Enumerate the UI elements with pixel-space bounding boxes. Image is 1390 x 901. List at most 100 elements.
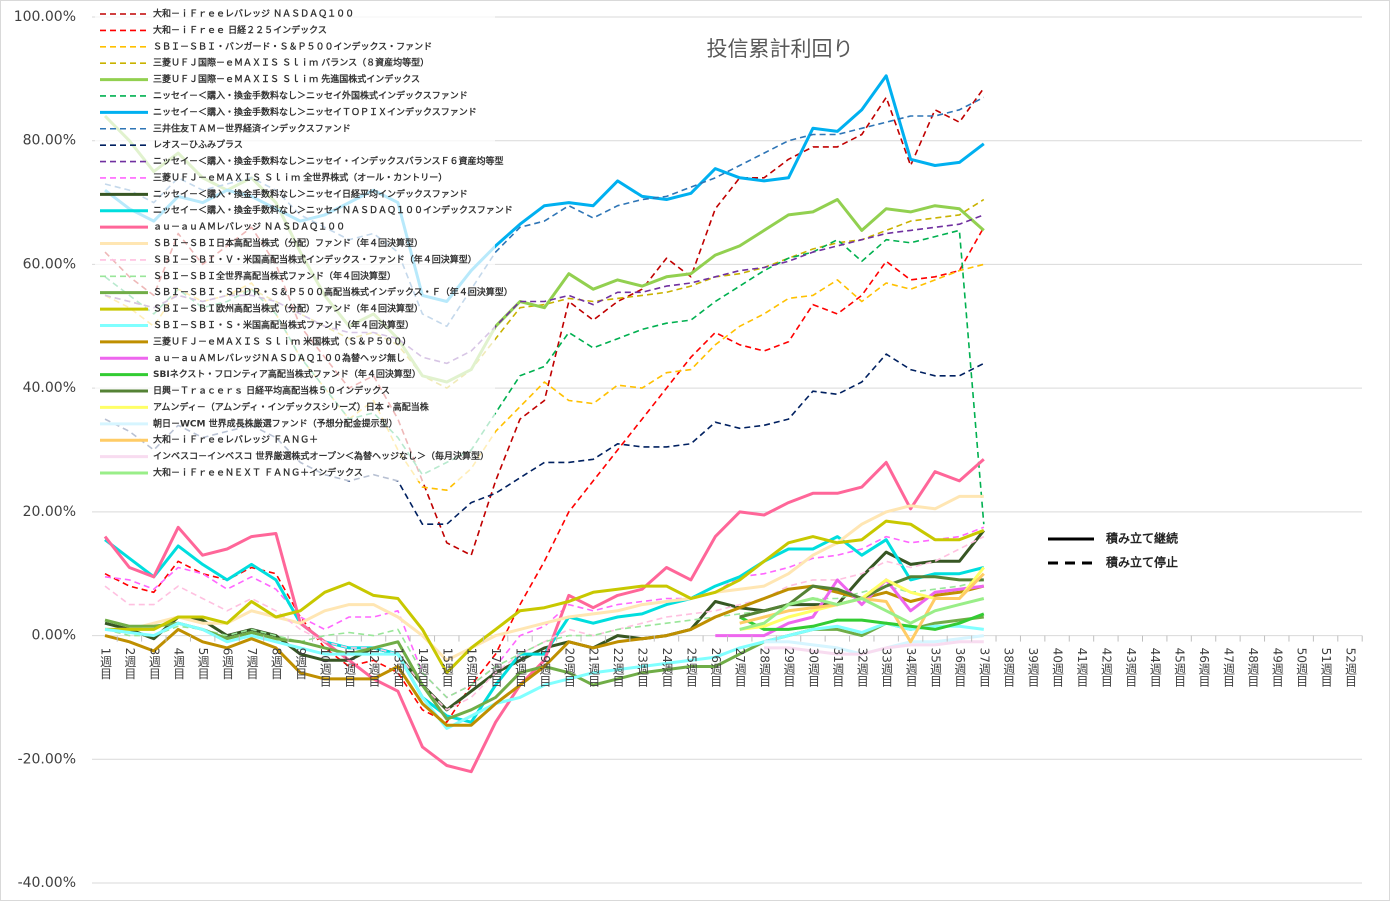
y-tick-label: 40.00%	[23, 380, 76, 396]
x-tick-label: 1週目	[99, 648, 113, 680]
x-tick-label: 12週目	[367, 648, 381, 687]
legend-label: 三菱ＵＦＪ－ｅＭＡＸＩＳ Ｓｌｉｍ 米国株式（Ｓ＆Ｐ５００）	[153, 335, 411, 347]
legend-label: ニッセイ－＜購入・換金手数料なし＞ニッセイ日経平均インデックスファンド	[153, 188, 468, 200]
y-tick-label: -40.00%	[18, 875, 76, 891]
legend-label: ニッセイ－＜購入・換金手数料なし＞ニッセイ・インデックスバランスＦ６資産均等型	[153, 155, 504, 167]
legend-label: 大和－ｉＦｒｅｅレバレッジ ＮＡＳＤＡＱ１００	[153, 8, 354, 20]
x-tick-label: 46週目	[1197, 648, 1211, 687]
legend-label: 朝日－WCM 世界成長株厳選ファンド（予想分配金提示型）	[153, 417, 398, 429]
x-tick-label: 45週目	[1173, 648, 1187, 687]
x-tick-label: 42週目	[1099, 648, 1113, 687]
style-legend-label: 積み立て停止	[1105, 555, 1178, 570]
series-line	[104, 526, 985, 699]
x-tick-label: 7週目	[245, 648, 259, 680]
legend-label: 三井住友ＴＡＭ－世界経済インデックスファンド	[153, 122, 351, 134]
x-tick-label: 49週目	[1270, 648, 1284, 687]
x-tick-label: 8週目	[269, 648, 283, 680]
x-tick-label: 28週目	[758, 648, 772, 687]
legend-label: ＳＢＩ－ＳＢＩ・Ｖ・米国高配当株式インデックス・ファンド（年４回決算型）	[153, 253, 477, 265]
series-line	[104, 584, 985, 727]
legend-label: 三菱ＵＦＪ－ｅＭＡＸＩＳ Ｓｌｉｍ 全世界株式（オール・カントリー）	[153, 171, 447, 183]
y-tick-label: -20.00%	[18, 751, 76, 767]
x-tick-label: 36週目	[953, 648, 967, 687]
legend-background	[95, 5, 495, 481]
x-tick-label: 3週目	[147, 648, 161, 680]
legend-label: ニッセイ－＜購入・換金手数料なし＞ニッセイ外国株式インデックスファンド	[153, 89, 468, 101]
x-tick-label: 11週目	[343, 648, 357, 687]
x-tick-label: 16週目	[465, 648, 479, 687]
x-tick-label: 51週目	[1319, 648, 1333, 687]
series-line	[103, 458, 985, 774]
legend-label: ＳＢＩ－ＳＢＩ日本高配当株式（分配）ファンド（年４回決算型）	[153, 237, 423, 249]
series-line	[739, 597, 985, 631]
y-tick-label: 60.00%	[23, 256, 76, 272]
legend-label: インベスコ－インベスコ 世界厳選株式オープン＜為替ヘッジなし＞（毎月決算型）	[153, 450, 489, 462]
x-tick-label: 25週目	[684, 648, 698, 687]
series-line	[764, 640, 984, 656]
y-tick-label: 100.00%	[14, 9, 76, 25]
series-line	[739, 612, 985, 631]
legend-label: ＳＢＩ－ＳＢＩ・Ｓ・米国高配当株式ファンド（年４回決算型）	[153, 319, 414, 331]
legend-label: ＳＢＩ－ＳＢＩ欧州高配当株式（分配）ファンド（年４回決算型）	[153, 303, 423, 315]
x-tick-label: 4週目	[172, 648, 186, 680]
x-tick-label: 23週目	[636, 648, 650, 687]
x-tick-label: 40週目	[1051, 648, 1065, 687]
x-tick-label: 21週目	[587, 648, 601, 687]
y-tick-label: 80.00%	[23, 133, 76, 149]
legend-label: ＳＢＩ－ＳＢＩ全世界高配当株式ファンド（年４回決算型）	[153, 270, 396, 282]
legend-label: 三菱ＵＦＪ国際－ｅＭＡＸＩＳ Ｓｌｉｍ 先進国株式インデックス	[153, 73, 420, 85]
x-tick-label: 34週目	[904, 648, 918, 687]
x-tick-label: 9週目	[294, 648, 308, 680]
x-tick-label: 27週目	[733, 648, 747, 687]
x-tick-label: 22週目	[611, 648, 625, 687]
series-line	[105, 519, 985, 675]
x-tick-label: 52週目	[1344, 648, 1358, 687]
x-tick-label: 2週目	[123, 648, 137, 680]
series-line	[104, 226, 985, 723]
x-tick-label: 30週目	[806, 648, 820, 687]
legend-label: ＳＢＩ－ＳＢＩ・バンガード・Ｓ＆Ｐ５００インデックス・ファンド	[153, 40, 432, 52]
x-tick-label: 14週目	[416, 648, 430, 687]
legend: 大和－ｉＦｒｅｅレバレッジ ＮＡＳＤＡＱ１００ 大和－ｉＦｒｅｅ 日経２２５インデ…	[100, 8, 1178, 570]
chart-title: 投信累計利回り	[707, 37, 854, 61]
legend-label: レオス－ひふみプラス	[153, 139, 243, 151]
x-tick-label: 33週目	[880, 648, 894, 687]
x-tick-label: 43週目	[1124, 648, 1138, 687]
x-tick-label: 13週目	[391, 648, 405, 687]
legend-label: ａｕ－ａｕＡＭレバレッジ ＮＡＳＤＡＱ１００	[153, 222, 345, 233]
x-tick-label: 15週目	[440, 648, 454, 687]
x-tick-label: 26週目	[709, 648, 723, 687]
legend-label: 大和－ｉＦｒｅｅレバレッジ ＦＡＮＧ＋	[153, 434, 318, 446]
x-tick-label: 44週目	[1148, 648, 1162, 687]
x-tick-label: 32週目	[855, 648, 869, 687]
legend-label: 日興－Ｔｒａｃｅｒｓ 日経平均高配当株５０インデックス	[153, 385, 390, 397]
legend-label: ＳＢＩ－ＳＢＩ・ＳＰＤＲ・Ｓ＆Ｐ５００高配当株式インデックス・Ｆ（年４回決算型）	[153, 286, 513, 298]
series-line	[104, 535, 985, 724]
x-tick-label: 24週目	[660, 648, 674, 687]
style-legend-label: 積み立て継続	[1105, 531, 1178, 546]
series-line	[104, 621, 984, 730]
legend-label: ニッセイ－＜購入・換金手数料なし＞ニッセイＮＡＳＤＡＱ１００インデックスファンド	[153, 204, 513, 216]
x-tick-label: 48週目	[1246, 648, 1260, 687]
x-tick-label: 38週目	[1002, 648, 1016, 687]
x-tick-label: 37週目	[977, 648, 991, 687]
x-tick-label: 5週目	[196, 648, 210, 680]
x-tick-label: 47週目	[1221, 648, 1235, 687]
legend-label: ニッセイ－＜購入・換金手数料なし＞ニッセイＴＯＰＩＸインデックスファンド	[153, 106, 477, 118]
legend-label: アムンディ－（アムンディ・インデックスシリーズ）日本・高配当株	[153, 401, 430, 413]
legend-label: 大和－ｉＦｒｅｅＮＥＸＴ ＦＡＮＧ＋インデックス	[153, 467, 363, 479]
x-tick-label: 31週目	[831, 648, 845, 687]
x-tick-label: 39週目	[1026, 648, 1040, 687]
legend-label: 大和－ｉＦｒｅｅ 日経２２５インデックス	[153, 24, 327, 36]
legend-label: ａｕ－ａｕＡＭレバレッジＮＡＳＤＡＱ１００為替ヘッジ無し	[153, 352, 405, 364]
x-tick-label: 50週目	[1295, 648, 1309, 687]
legend-label: SBIネクスト・フロンティア高配当株式ファンド（年４回決算型）	[153, 368, 421, 380]
x-tick-label: 17週目	[489, 648, 503, 687]
series-line	[104, 579, 984, 699]
x-tick-label: 20週目	[562, 648, 576, 687]
x-tick-label: 18週目	[514, 648, 528, 687]
x-tick-label: 10週目	[318, 648, 332, 687]
x-tick-label: 6週目	[221, 648, 235, 680]
series-line	[104, 535, 985, 711]
